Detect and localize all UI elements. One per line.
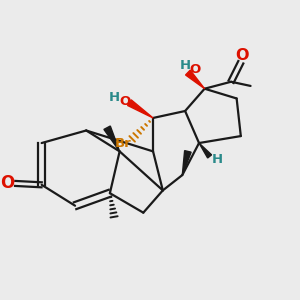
Text: H: H <box>180 59 191 72</box>
Polygon shape <box>182 151 191 175</box>
Text: O: O <box>120 95 131 108</box>
Text: O: O <box>235 48 248 63</box>
Polygon shape <box>104 126 120 152</box>
Text: O: O <box>0 174 14 192</box>
Text: H: H <box>212 153 223 166</box>
Polygon shape <box>199 143 211 158</box>
Text: O: O <box>189 63 200 76</box>
Text: H: H <box>109 91 120 104</box>
Polygon shape <box>128 100 153 118</box>
Text: Br: Br <box>115 137 132 150</box>
Polygon shape <box>186 70 205 89</box>
